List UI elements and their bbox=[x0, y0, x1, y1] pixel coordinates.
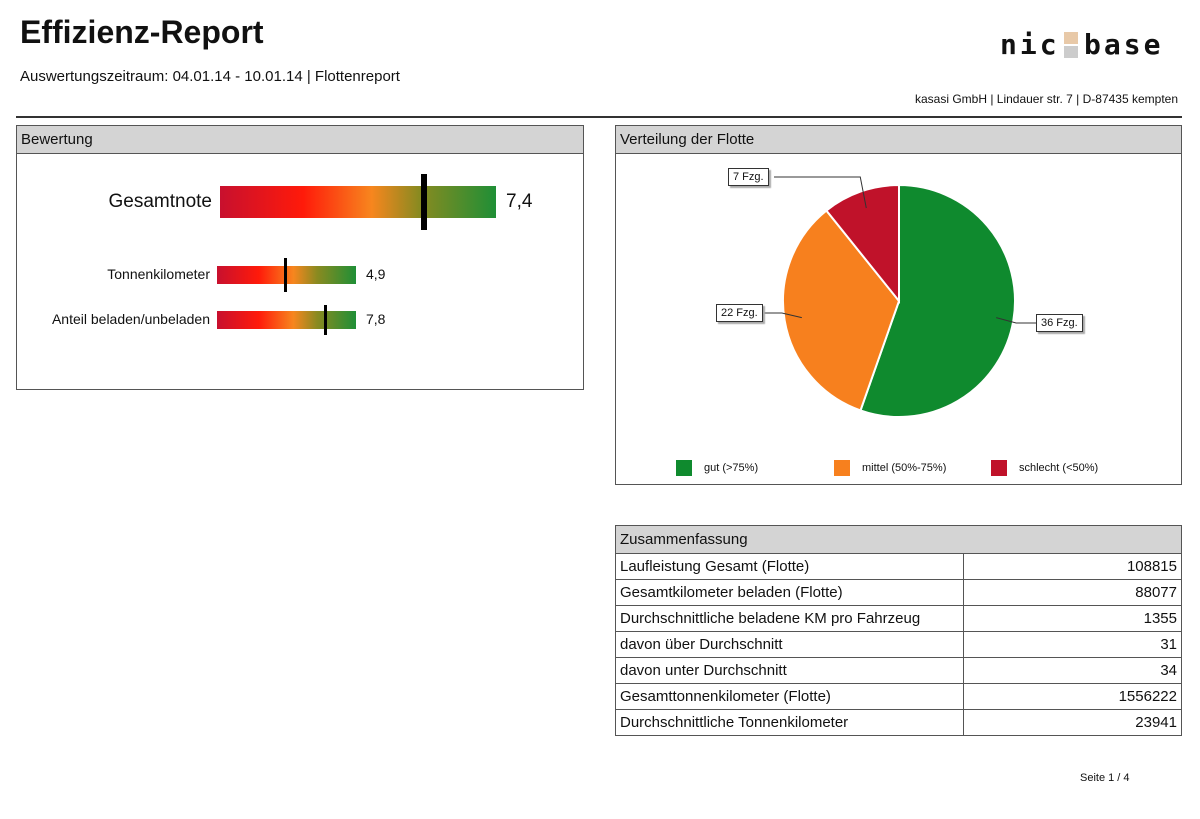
legend-label: schlecht (<50%) bbox=[1019, 462, 1099, 474]
summary-value: 1556222 bbox=[963, 683, 1182, 710]
summary-value: 31 bbox=[963, 631, 1182, 658]
legend-item: gut (>75%) bbox=[676, 460, 758, 476]
summary-row: Gesamttonnenkilometer (Flotte) 1556222 bbox=[615, 683, 1182, 710]
summary-row: Laufleistung Gesamt (Flotte) 108815 bbox=[615, 553, 1182, 580]
summary-value: 108815 bbox=[963, 553, 1182, 580]
company-address: kasasi GmbH | Lindauer str. 7 | D-87435 … bbox=[914, 92, 1178, 106]
pie-leader-line bbox=[762, 312, 802, 319]
summary-panel: Zusammenfassung Laufleistung Gesamt (Flo… bbox=[615, 525, 1182, 736]
legend-swatch bbox=[676, 460, 692, 476]
gauge-marker bbox=[421, 174, 428, 230]
pie-leader-line bbox=[774, 176, 867, 209]
pie-data-label: 22 Fzg. bbox=[716, 304, 763, 322]
gauge-label: Anteil beladen/unbeladen bbox=[51, 311, 210, 327]
panel-title: Zusammenfassung bbox=[616, 526, 1181, 554]
summary-value: 88077 bbox=[963, 579, 1182, 606]
legend-swatch bbox=[834, 460, 850, 476]
legend-label: gut (>75%) bbox=[704, 462, 759, 474]
summary-label: Laufleistung Gesamt (Flotte) bbox=[615, 553, 964, 580]
nicbase-logo: nic base bbox=[1000, 28, 1163, 61]
summary-label: davon unter Durchschnitt bbox=[615, 657, 964, 684]
gauge-label: Gesamtnote bbox=[108, 190, 213, 212]
summary-label: Durchschnittliche beladene KM pro Fahrze… bbox=[615, 605, 964, 632]
svg-text:nic: nic bbox=[1000, 28, 1060, 61]
bewertung-panel: Bewertung Gesamtnote 7,4 Tonnenkilometer … bbox=[16, 125, 584, 390]
pie-data-label: 36 Fzg. bbox=[1036, 314, 1083, 332]
summary-row: Durchschnittliche beladene KM pro Fahrze… bbox=[615, 605, 1182, 632]
panel-title: Verteilung der Flotte bbox=[616, 126, 1181, 154]
gauge-value: 4,9 bbox=[366, 266, 386, 282]
summary-label: davon über Durchschnitt bbox=[615, 631, 964, 658]
gauge-value: 7,8 bbox=[366, 311, 386, 327]
page-number: Seite 1 / 4 bbox=[1080, 772, 1130, 784]
pie-data-label: 7 Fzg. bbox=[728, 168, 769, 186]
legend-item: mittel (50%-75%) bbox=[834, 460, 946, 476]
header-divider bbox=[16, 116, 1182, 118]
pie-slice-2 bbox=[824, 183, 900, 304]
summary-row: Durchschnittliche Tonnenkilometer 23941 bbox=[615, 709, 1182, 736]
legend-label: mittel (50%-75%) bbox=[862, 462, 947, 474]
summary-label: Durchschnittliche Tonnenkilometer bbox=[615, 709, 964, 736]
summary-row: davon unter Durchschnitt 34 bbox=[615, 657, 1182, 684]
gauge-bar bbox=[220, 186, 496, 218]
summary-label: Gesamtkilometer beladen (Flotte) bbox=[615, 579, 964, 606]
report-period: Auswertungszeitraum: 04.01.14 - 10.01.14… bbox=[20, 68, 400, 85]
pie-leader-line bbox=[996, 317, 1036, 324]
summary-value: 23941 bbox=[963, 709, 1182, 736]
summary-row: davon über Durchschnitt 31 bbox=[615, 631, 1182, 658]
gauge-marker bbox=[323, 305, 327, 335]
page-title: Effizienz-Report bbox=[20, 14, 264, 50]
pie-chart bbox=[762, 176, 1036, 418]
legend-item: schlecht (<50%) bbox=[991, 460, 1098, 476]
gauge-bar bbox=[217, 311, 356, 329]
svg-text:base: base bbox=[1084, 28, 1163, 61]
panel-title: Bewertung bbox=[17, 126, 583, 154]
pie-slice-1 bbox=[782, 209, 901, 412]
gauge-value: 7,4 bbox=[506, 190, 533, 212]
summary-row: Gesamtkilometer beladen (Flotte) 88077 bbox=[615, 579, 1182, 606]
summary-label: Gesamttonnenkilometer (Flotte) bbox=[615, 683, 964, 710]
gauge-label: Tonnenkilometer bbox=[107, 266, 210, 282]
summary-value: 34 bbox=[963, 657, 1182, 684]
summary-value: 1355 bbox=[963, 605, 1182, 632]
verteilung-panel: Verteilung der Flotte 36 Fzg. gut (>75%) 2… bbox=[615, 125, 1182, 485]
legend-swatch bbox=[991, 460, 1007, 476]
gauge-marker bbox=[283, 258, 287, 292]
